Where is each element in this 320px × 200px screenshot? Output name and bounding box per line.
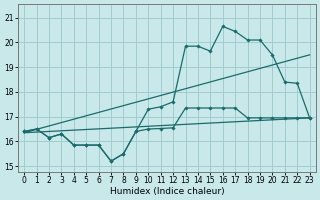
X-axis label: Humidex (Indice chaleur): Humidex (Indice chaleur) bbox=[109, 187, 224, 196]
